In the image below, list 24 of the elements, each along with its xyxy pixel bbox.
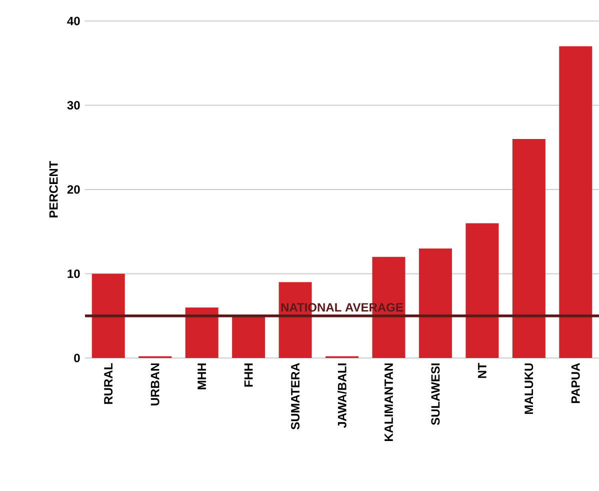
y-tick-label: 30 [67,100,80,110]
y-axis-title: PERCENT [49,160,58,218]
y-tick-label: 0 [74,354,80,362]
bar [418,248,452,358]
bar [559,46,592,358]
y-tick-label: 20 [67,185,80,194]
x-tick-label: FHH [244,364,253,387]
x-tick-label: KALIMANTAN [384,364,393,441]
x-tick-label: JAWA/BALI [338,364,346,428]
x-tick-label: URBAN [150,364,160,406]
bar [185,307,218,358]
x-tick-label: RURAL [104,363,113,404]
y-tick-label: 10 [68,269,80,278]
x-tick-label: SULAWESI [431,364,440,426]
x-tick-label: MALUKU [524,363,534,414]
bar [92,274,125,358]
x-tick-label: MHH [198,364,206,390]
y-tick-label: 40 [67,16,80,26]
x-tick-label: NT [478,362,486,378]
x-tick-label: PAPUA [571,363,580,404]
bar [232,316,266,358]
bar [466,223,499,358]
bar [512,138,546,358]
x-tick-label: SUMATERA [291,363,300,430]
